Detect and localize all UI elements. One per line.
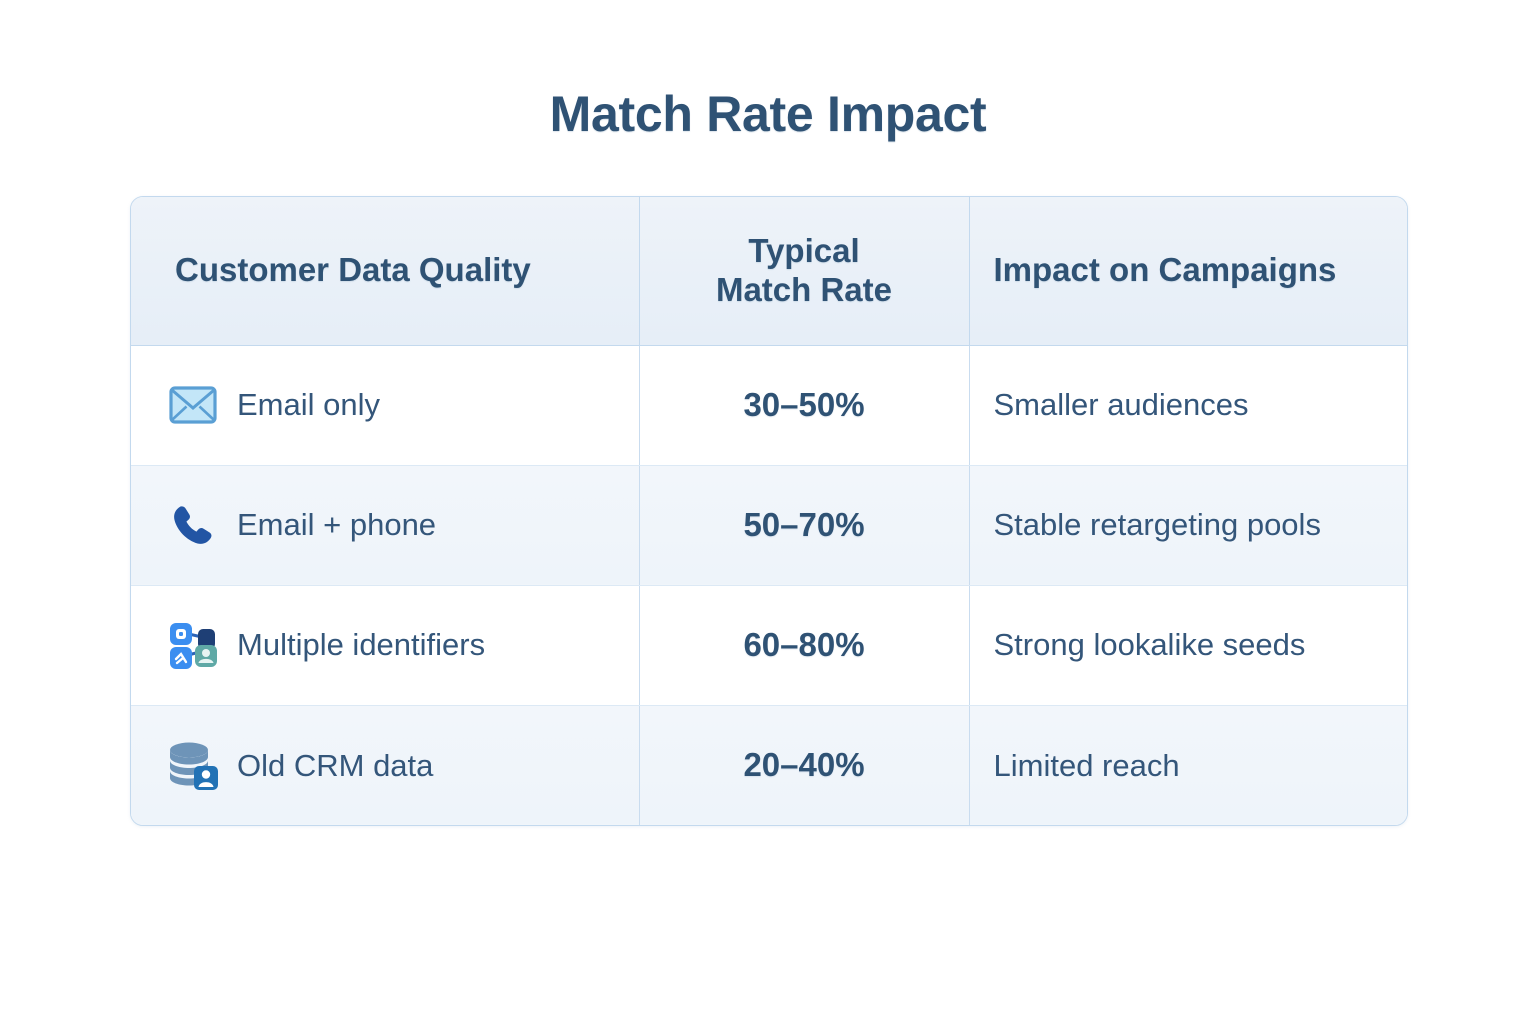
- cell-typical-match-rate: 50–70%: [639, 465, 970, 586]
- cell-typical-match-rate: 20–40%: [639, 705, 970, 825]
- table-body: Email only 30–50% Smaller audiences: [131, 345, 1407, 825]
- network-nodes-icon: [167, 619, 219, 671]
- cell-typical-match-rate: 60–80%: [639, 585, 970, 706]
- table-grid: Customer Data Quality Typical Match Rate…: [131, 197, 1407, 825]
- cell-customer-data-quality: Old CRM data: [131, 705, 640, 825]
- table-row: Multiple identifiers 60–80% Strong looka…: [131, 585, 1407, 706]
- quality-label: Email + phone: [237, 507, 437, 543]
- table-row: Old CRM data 20–40% Limited reach: [131, 705, 1407, 825]
- table-row: Email only 30–50% Smaller audiences: [131, 345, 1407, 466]
- cell-impact-on-campaigns: Strong lookalike seeds: [969, 585, 1407, 706]
- database-user-icon: [167, 739, 219, 791]
- column-header-impact-on-campaigns: Impact on Campaigns: [969, 197, 1407, 346]
- page-title: Match Rate Impact: [549, 86, 987, 142]
- cell-customer-data-quality: Multiple identifiers: [131, 585, 640, 706]
- column-header-line-2: Match Rate: [715, 270, 893, 308]
- column-header-customer-data-quality: Customer Data Quality: [131, 197, 640, 346]
- column-header-typical-match-rate: Typical Match Rate: [639, 197, 970, 346]
- cell-impact-on-campaigns: Stable retargeting pools: [969, 465, 1407, 586]
- header-row: Customer Data Quality Typical Match Rate…: [131, 197, 1407, 346]
- cell-typical-match-rate: 30–50%: [639, 345, 970, 466]
- table-header: Customer Data Quality Typical Match Rate…: [131, 197, 1407, 346]
- column-header-line-1: Typical: [748, 231, 860, 269]
- cell-customer-data-quality: Email only: [131, 345, 640, 466]
- match-rate-table: Customer Data Quality Typical Match Rate…: [130, 196, 1408, 826]
- cell-impact-on-campaigns: Smaller audiences: [969, 345, 1407, 466]
- quality-label: Multiple identifiers: [237, 627, 486, 663]
- phone-icon: [167, 499, 219, 551]
- cell-impact-on-campaigns: Limited reach: [969, 705, 1407, 825]
- quality-label: Email only: [237, 387, 380, 423]
- table-row: Email + phone 50–70% Stable retargeting …: [131, 465, 1407, 586]
- cell-customer-data-quality: Email + phone: [131, 465, 640, 586]
- quality-label: Old CRM data: [237, 747, 434, 783]
- envelope-icon: [167, 379, 219, 431]
